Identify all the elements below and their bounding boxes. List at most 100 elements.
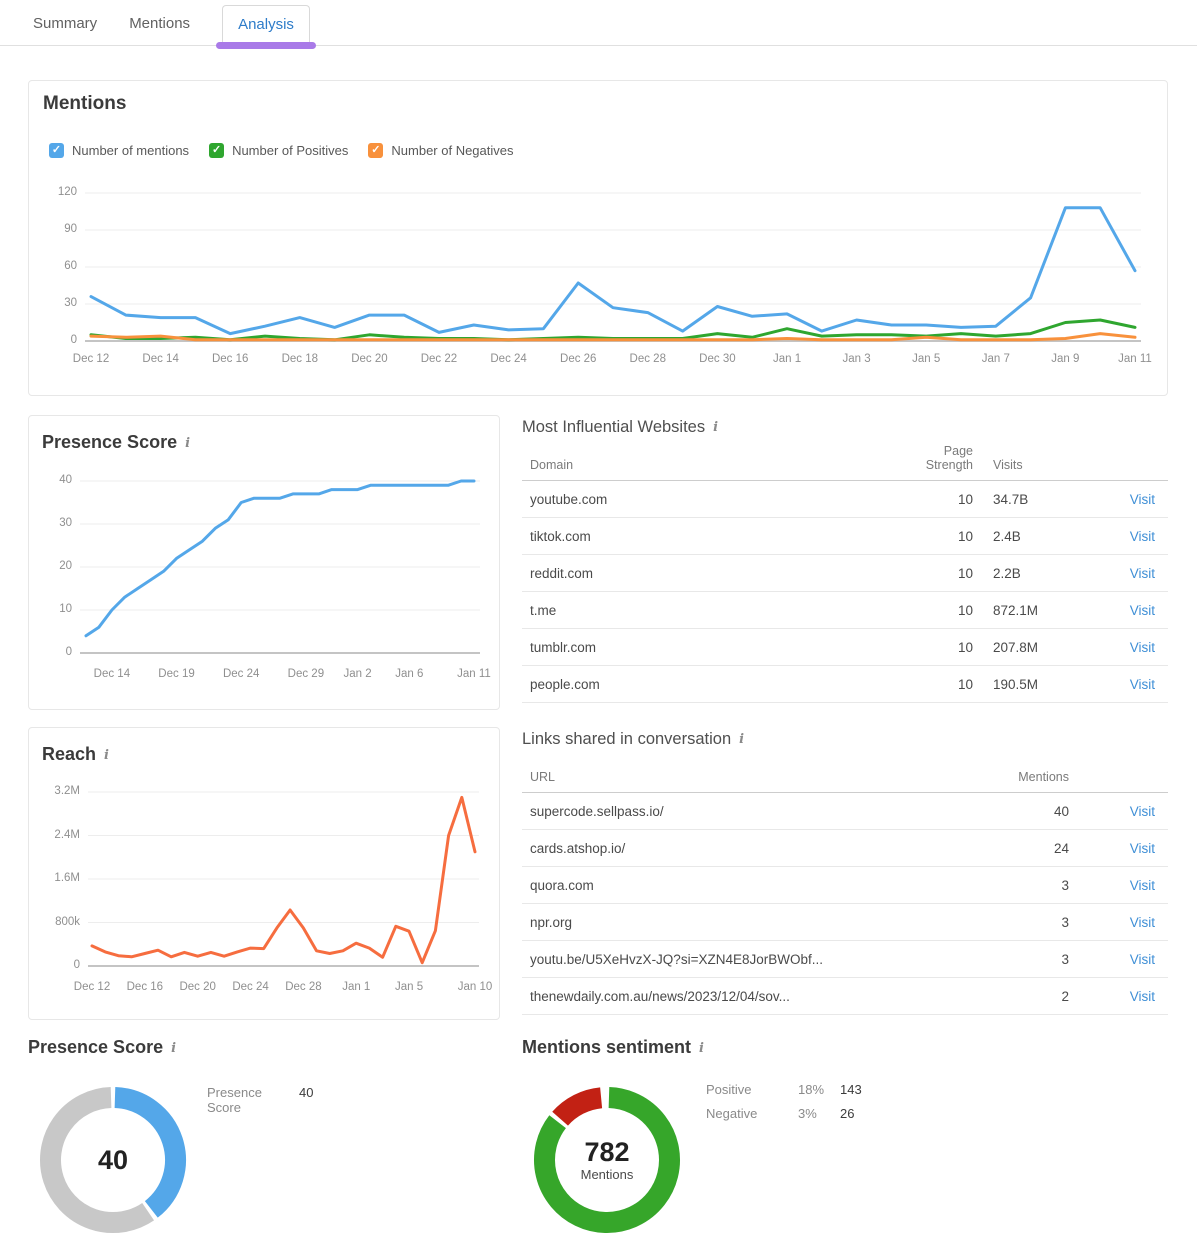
table-row: quora.com 3 Visit	[522, 867, 1168, 904]
presence-plot	[80, 479, 480, 654]
domain-cell: tiktok.com	[530, 528, 591, 544]
info-icon[interactable]: i	[699, 1041, 704, 1056]
negatives-checkbox[interactable]: ✓	[368, 143, 384, 158]
links-table: Links shared in conversation i URL Mentio…	[522, 730, 1168, 1015]
tab-analysis[interactable]: Analysis	[216, 5, 316, 49]
visit-link[interactable]: Visit	[1129, 639, 1155, 655]
negative-legend-row: Negative 3% 26	[706, 1106, 862, 1121]
presence-donut-legend: Presence Score 40	[207, 1085, 313, 1124]
positives-checkbox[interactable]: ✓	[209, 143, 225, 158]
tab-mentions[interactable]: Mentions	[129, 15, 191, 32]
visit-link[interactable]: Visit	[1129, 951, 1155, 967]
sentiment-donut-title: Mentions sentiment	[522, 1037, 692, 1057]
domain-column-header: Domain	[530, 458, 574, 472]
mentions-cell: 40	[1053, 803, 1069, 819]
presence-donut-section: Presence Score i 40 Presence Score 40	[28, 1037, 500, 1247]
page-strength-cell: 10	[957, 676, 973, 692]
visit-link[interactable]: Visit	[1129, 602, 1155, 618]
page-strength-cell: 10	[957, 491, 973, 507]
visit-link[interactable]: Visit	[1129, 565, 1155, 581]
presence-legend-value: 40	[299, 1085, 314, 1100]
visit-link[interactable]: Visit	[1129, 877, 1155, 893]
info-icon[interactable]: i	[171, 1041, 177, 1056]
negative-percent: 3%	[798, 1106, 817, 1121]
table-row: t.me 10 872.1M Visit	[522, 592, 1168, 629]
sentiment-donut-section: Mentions sentiment i 782 Mentions Positiv…	[522, 1037, 1168, 1247]
websites-title-text: Most Influential Websites	[522, 418, 706, 436]
visit-link[interactable]: Visit	[1129, 491, 1155, 507]
reach-x-axis-labels: Dec 12 Dec 16 Dec 20 Dec 24 Dec 28 Jan 1 Jan 5…	[73, 981, 493, 993]
presence-donut-title: Presence Score	[28, 1037, 164, 1057]
visits-cell: 207.8M	[993, 639, 1039, 655]
url-column-header: URL	[530, 770, 556, 784]
mentions-panel-title: Mentions	[43, 93, 127, 114]
mentions-y-axis-labels: 0 30 60 90 120	[57, 186, 77, 346]
mentions-cell: 3	[1061, 951, 1069, 967]
visits-column-header: Visits	[993, 458, 1023, 472]
mentions-panel: Mentions ✓ Number of mentions ✓ Number o…	[28, 80, 1168, 396]
table-row: reddit.com 10 2.2B Visit	[522, 555, 1168, 592]
negative-label: Negative	[706, 1106, 758, 1121]
presence-donut: 40	[38, 1085, 188, 1235]
visits-cell: 34.7B	[993, 491, 1029, 507]
positive-legend-row: Positive 18% 143	[706, 1082, 862, 1097]
visit-link[interactable]: Visit	[1129, 840, 1155, 856]
info-icon[interactable]: i	[104, 748, 109, 763]
page-strength-cell: 10	[957, 639, 973, 655]
presence-legend-label: Presence Score	[207, 1085, 262, 1115]
domain-cell: reddit.com	[530, 565, 594, 581]
visit-link[interactable]: Visit	[1129, 988, 1155, 1004]
reach-panel-title: Reach	[42, 744, 97, 764]
websites-table: Most Influential Websites i Domain Page S…	[522, 418, 1168, 703]
reach-chart: 0 800k 1.6M 2.4M 3.2M Dec 12 Dec 16 Dec 20 Dec …	[29, 784, 493, 1001]
websites-title: Most Influential Websites i	[522, 418, 1168, 437]
table-row: thenewdaily.com.au/news/2023/12/04/sov..…	[522, 978, 1168, 1015]
url-cell: npr.org	[530, 914, 573, 930]
url-cell: youtu.be/U5XeHvzX-JQ?si=XZN4E8JorBWObf..…	[530, 951, 823, 967]
reach-plot	[88, 791, 479, 967]
legend-item-mentions: ✓ Number of mentions	[49, 143, 189, 158]
mentions-cell: 3	[1061, 914, 1069, 930]
page-strength-cell: 10	[957, 565, 973, 581]
table-row: npr.org 3 Visit	[522, 904, 1168, 941]
legend-label-mentions: Number of mentions	[72, 143, 190, 158]
table-row: people.com 10 190.5M Visit	[522, 666, 1168, 703]
links-title: Links shared in conversation i	[522, 730, 1168, 749]
mentions-cell: 24	[1053, 840, 1069, 856]
visit-link[interactable]: Visit	[1129, 676, 1155, 692]
page-strength-column-header: Page Strength	[925, 444, 973, 472]
table-row: youtube.com 10 34.7B Visit	[522, 481, 1168, 518]
mentions-cell: 2	[1061, 988, 1069, 1004]
info-icon[interactable]: i	[739, 732, 745, 747]
visits-cell: 872.1M	[993, 602, 1039, 618]
table-row: tumblr.com 10 207.8M Visit	[522, 629, 1168, 666]
reach-panel: Reach i 0 800k 1.6M 2.4M 3.2M Dec 12 Dec 16 Dec…	[28, 727, 500, 1020]
url-cell: quora.com	[530, 877, 594, 893]
visit-link[interactable]: Visit	[1129, 803, 1155, 819]
mentions-plot	[85, 192, 1141, 342]
negative-count: 26	[840, 1106, 855, 1121]
url-cell: cards.atshop.io/	[530, 840, 626, 856]
info-icon[interactable]: i	[185, 436, 191, 451]
mentions-checkbox[interactable]: ✓	[49, 143, 64, 158]
presence-score-panel: Presence Score i 0 10 20 30 40 Dec 14 Dec 19 De…	[28, 415, 500, 710]
url-cell: supercode.sellpass.io/	[530, 803, 664, 819]
visit-link[interactable]: Visit	[1129, 528, 1155, 544]
positive-percent: 18%	[798, 1082, 825, 1097]
tab-analysis-label: Analysis	[238, 16, 294, 33]
mentions-cell: 3	[1061, 877, 1069, 893]
active-tab-underline	[216, 42, 316, 49]
tab-bar: Summary Mentions Analysis	[0, 0, 1197, 49]
visits-cell: 2.2B	[993, 565, 1021, 581]
domain-cell: youtube.com	[530, 491, 608, 507]
positive-count: 143	[840, 1082, 862, 1097]
legend-label-negatives: Number of Negatives	[391, 143, 514, 158]
domain-cell: tumblr.com	[530, 639, 597, 655]
table-row: supercode.sellpass.io/ 40 Visit	[522, 793, 1168, 830]
visit-link[interactable]: Visit	[1129, 914, 1155, 930]
tab-summary[interactable]: Summary	[33, 15, 98, 32]
table-row: youtu.be/U5XeHvzX-JQ?si=XZN4E8JorBWObf..…	[522, 941, 1168, 978]
info-icon[interactable]: i	[713, 420, 719, 435]
visits-cell: 2.4B	[993, 528, 1021, 544]
